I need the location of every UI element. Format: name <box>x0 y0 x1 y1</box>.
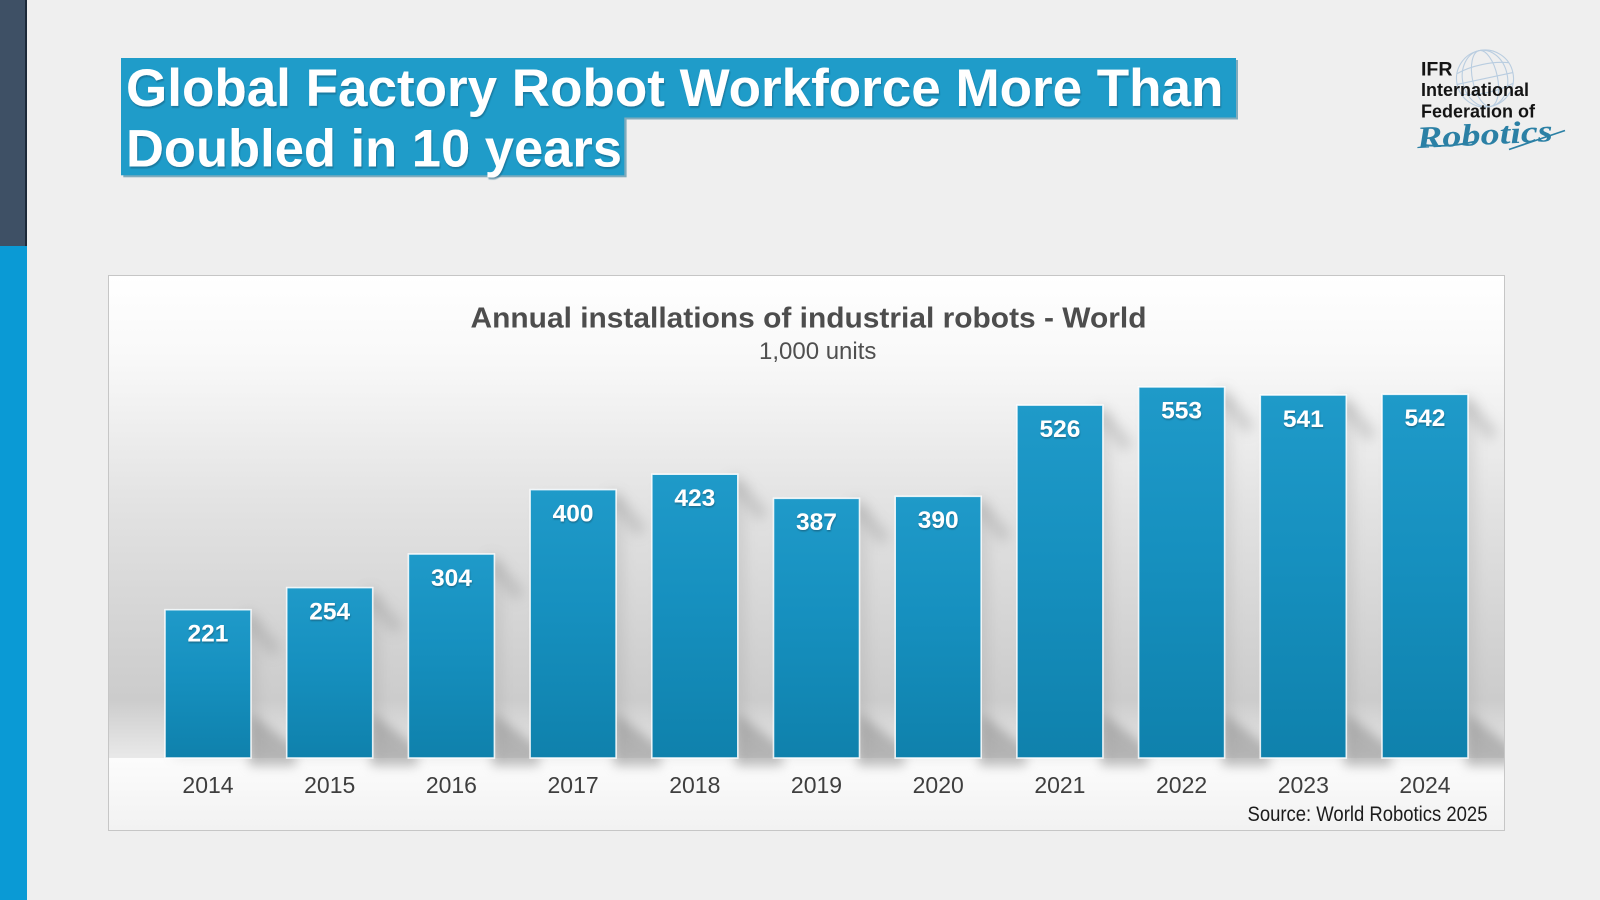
svg-text:553: 553 <box>1161 398 1202 425</box>
svg-text:Doubled in 10 years: Doubled in 10 years <box>126 120 622 179</box>
svg-text:2020: 2020 <box>913 772 964 798</box>
svg-text:526: 526 <box>1039 416 1080 443</box>
svg-text:2019: 2019 <box>791 772 842 798</box>
svg-text:2024: 2024 <box>1399 772 1450 798</box>
svg-text:304: 304 <box>431 565 472 592</box>
svg-text:International: International <box>1421 80 1529 100</box>
svg-text:2017: 2017 <box>548 772 599 798</box>
svg-text:Robotics: Robotics <box>1415 113 1554 155</box>
svg-text:2021: 2021 <box>1034 772 1085 798</box>
svg-text:254: 254 <box>309 598 350 625</box>
svg-text:IFR: IFR <box>1421 59 1452 81</box>
svg-text:Global Factory Robot Workforce: Global Factory Robot Workforce More Than <box>126 59 1223 118</box>
svg-text:542: 542 <box>1405 405 1446 432</box>
svg-text:2015: 2015 <box>304 772 355 798</box>
svg-text:1,000 units: 1,000 units <box>759 338 876 365</box>
svg-text:221: 221 <box>188 621 229 648</box>
svg-text:2023: 2023 <box>1278 772 1329 798</box>
svg-text:423: 423 <box>674 485 715 512</box>
svg-text:387: 387 <box>796 509 837 536</box>
svg-text:400: 400 <box>553 500 594 527</box>
svg-text:2014: 2014 <box>182 772 233 798</box>
svg-text:390: 390 <box>918 507 959 534</box>
svg-text:Source: World Robotics 2025: Source: World Robotics 2025 <box>1248 803 1488 826</box>
svg-text:Annual installations of indust: Annual installations of industrial robot… <box>471 302 1147 334</box>
svg-text:541: 541 <box>1283 406 1324 433</box>
svg-text:2018: 2018 <box>669 772 720 798</box>
svg-text:Federation of: Federation of <box>1421 101 1536 121</box>
svg-text:2022: 2022 <box>1156 772 1207 798</box>
svg-text:2016: 2016 <box>426 772 477 798</box>
